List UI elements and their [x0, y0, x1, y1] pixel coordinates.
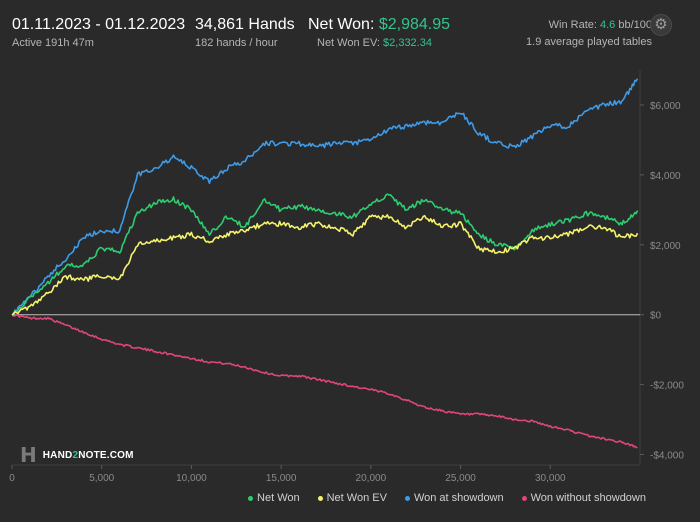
win-rate-label: Win Rate: — [548, 19, 600, 31]
x-tick-label: 25,000 — [445, 473, 476, 484]
y-tick-label: $0 — [650, 311, 662, 322]
y-tick-label: -$2,000 — [650, 381, 684, 392]
net-won-value: $2,984.95 — [378, 16, 451, 33]
x-tick-label: 15,000 — [266, 473, 297, 484]
y-tick-label: -$4,000 — [650, 451, 684, 462]
series-line-net-won-ev — [11, 214, 639, 316]
net-won-ev-summary: Net Won EV: $2,332.34 — [317, 37, 432, 49]
net-won-summary: Net Won: $2,984.95 — [308, 16, 450, 34]
legend-dot-showdown — [404, 495, 410, 501]
hands-count: 34,861 Hands — [195, 16, 295, 33]
active-time: Active 191h 47m — [12, 37, 94, 49]
win-rate-value: 4.6 — [600, 19, 616, 31]
hand2note-logo: H HAND2NOTE.COM — [20, 443, 134, 467]
legend-item-net-won[interactable]: Net Won — [248, 492, 300, 504]
logo-mark-icon: H — [20, 443, 37, 467]
legend-item-net-won-ev[interactable]: Net Won EV — [317, 492, 387, 504]
x-tick-label: 10,000 — [176, 473, 207, 484]
y-tick-label: $4,000 — [650, 171, 681, 182]
legend-item-non-showdown[interactable]: Won without showdown — [521, 492, 646, 504]
net-won-ev-label: Net Won EV: — [317, 37, 384, 49]
x-tick-label: 5,000 — [89, 473, 114, 484]
legend-dot-net-won-ev — [317, 495, 323, 501]
chart-legend: Net Won Net Won EV Won at showdown Won w… — [248, 492, 646, 504]
win-rate-unit: bb/100 — [615, 19, 652, 31]
logo-text: HAND2NOTE.COM — [42, 449, 134, 461]
win-rate: Win Rate: 4.6 bb/100 — [549, 19, 652, 31]
date-range[interactable]: 01.11.2023 - 01.12.2023 — [12, 16, 186, 33]
legend-item-showdown[interactable]: Won at showdown — [404, 492, 504, 504]
x-tick-label: 0 — [9, 473, 15, 484]
net-won-label: Net Won: — [308, 16, 379, 33]
gear-icon[interactable]: ⚙ — [650, 14, 672, 36]
x-tick-label: 30,000 — [535, 473, 566, 484]
legend-dot-non-showdown — [521, 495, 527, 501]
x-tick-label: 20,000 — [356, 473, 387, 484]
series-line-won-without-showdown — [11, 313, 638, 449]
hands-per-hour: 182 hands / hour — [195, 37, 278, 49]
y-tick-label: $6,000 — [650, 101, 681, 112]
legend-dot-net-won — [248, 495, 254, 501]
net-won-ev-value: $2,332.34 — [383, 37, 432, 49]
series-line-won-at-showdown — [11, 78, 639, 317]
y-tick-label: $2,000 — [650, 241, 681, 252]
average-tables: 1.9 average played tables — [526, 36, 652, 48]
series-line-net-won — [11, 193, 639, 316]
